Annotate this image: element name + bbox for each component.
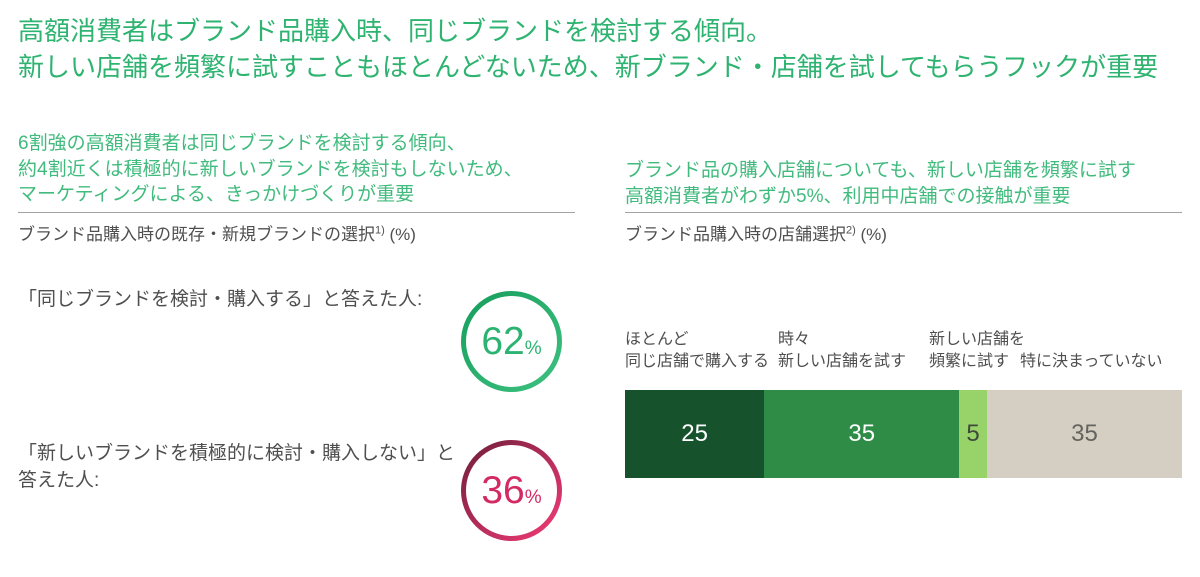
kpi-number: 36 [481, 468, 525, 512]
bar-category-labels: ほとんど 同じ店舗で購入する 時々 新しい店舗を試す 新しい店舗を 頻繁に試す … [625, 329, 1182, 375]
bar-segment-same-store: 25 [625, 390, 765, 478]
right-chart-label-text: ブランド品購入時の店舗選択 [625, 225, 846, 244]
slide-title-line1: 高額消費者はブランド品購入時、同じブランドを検討する傾向。 [18, 16, 773, 46]
right-chart-label: ブランド品購入時の店舗選択2) (%) [625, 220, 1182, 245]
bar-segment-value: 35 [848, 420, 876, 447]
kpi-percent-sign: % [524, 337, 542, 359]
bar-label-line: 同じ店舗で購入する [625, 353, 770, 370]
kpi-percent-sign: % [524, 486, 542, 508]
left-chart-label-unit: (%) [384, 225, 416, 244]
bar-label-line: 新しい店舗を試す [778, 353, 907, 370]
kpi-value-62: 62% [460, 290, 563, 393]
bar-segment-no-preference: 35 [987, 390, 1182, 478]
bar-label-no-preference: 特に決まっていない [1020, 351, 1163, 373]
right-lead-line2: 高額消費者がわずか5%、利用中店舗での接触が重要 [625, 185, 1071, 207]
bar-segment-value: 25 [681, 420, 708, 447]
bar-segment-sometimes-new: 35 [764, 390, 960, 478]
right-lead-text: ブランド品の購入店舗についても、新しい店舗を頻繁に試す 高額消費者がわずか5%、… [625, 131, 1182, 209]
statement-same-brand: 「同じブランドを検討・購入する」と答えた人: [18, 286, 458, 313]
kpi-value-36: 36% [460, 439, 563, 542]
left-divider [18, 212, 575, 213]
slide-title: 高額消費者はブランド品購入時、同じブランドを検討する傾向。 新しい店舗を頻繁に試… [18, 13, 1158, 85]
kpi-ring-crimson-icon [461, 440, 562, 541]
statement-same-brand-line1: 「同じブランドを検討・購入する」と答えた人: [18, 289, 423, 310]
stacked-bar-chart: 25 35 5 35 [625, 390, 1182, 478]
bar-label-same-store: ほとんど 同じ店舗で購入する [625, 329, 769, 373]
right-panel-header: ブランド品の購入店舗についても、新しい店舗を頻繁に試す 高額消費者がわずか5%、… [625, 131, 1182, 245]
left-chart-label: ブランド品購入時の既存・新規ブランドの選択1) (%) [18, 220, 575, 245]
slide-title-line2: 新しい店舗を頻繁に試すこともほとんどないため、新ブランド・店舗を試してもらうフッ… [18, 52, 1159, 82]
left-lead-text: 6割強の高額消費者は同じブランドを検討する傾向、 約4割近くは積極的に新しいブラ… [18, 131, 575, 209]
bar-label-frequently-new: 新しい店舗を 頻繁に試す [929, 329, 1025, 373]
left-chart-label-footnote: 1) [375, 224, 385, 237]
left-lead-line1: 6割強の高額消費者は同じブランドを検討する傾向、 [18, 133, 466, 154]
bar-label-line: 時々 [778, 331, 811, 348]
left-lead-line3: マーケティングによる、きっかけづくりが重要 [18, 184, 415, 205]
statement-new-brand-line2: 答えた人: [18, 470, 100, 491]
kpi-circle-36: 36% [460, 439, 563, 542]
right-divider [625, 212, 1182, 213]
right-lead-line1: ブランド品の購入店舗についても、新しい店舗を頻繁に試す [625, 160, 1136, 181]
kpi-number: 62 [481, 319, 525, 363]
bar-segment-frequently-new: 5 [959, 390, 988, 478]
bar-label-line: 新しい店舗を [929, 331, 1026, 348]
right-chart-label-unit: (%) [855, 225, 887, 244]
left-panel-header: 6割強の高額消費者は同じブランドを検討する傾向、 約4割近くは積極的に新しいブラ… [18, 131, 575, 245]
bar-label-line: 特に決まっていない [1020, 353, 1163, 370]
kpi-ring-green-icon [461, 291, 562, 392]
statement-new-brand-line1: 「新しいブランドを積極的に検討・購入しない」と [18, 443, 456, 464]
statement-new-brand: 「新しいブランドを積極的に検討・購入しない」と 答えた人: [18, 440, 458, 494]
bar-segment-value: 35 [1071, 420, 1098, 447]
right-chart-label-footnote: 2) [846, 224, 856, 237]
left-chart-label-text: ブランド品購入時の既存・新規ブランドの選択 [18, 225, 375, 244]
kpi-circle-62: 62% [460, 290, 563, 393]
bar-segment-value: 5 [966, 420, 980, 447]
bar-label-line: ほとんど [625, 331, 689, 348]
left-lead-line2: 約4割近くは積極的に新しいブランドを検討もしないため、 [18, 158, 523, 180]
bar-label-sometimes-new: 時々 新しい店舗を試す [778, 329, 906, 373]
bar-label-line: 頻繁に試す [929, 353, 1010, 370]
